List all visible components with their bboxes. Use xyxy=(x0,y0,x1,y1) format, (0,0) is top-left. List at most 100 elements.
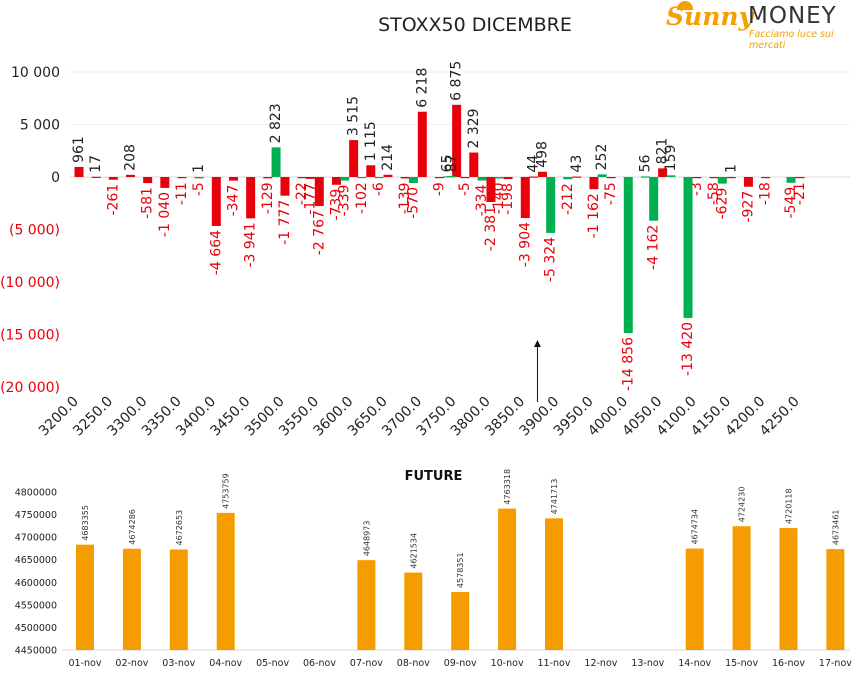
y-tick-label: 4700000 xyxy=(15,533,57,544)
data-label: -198 xyxy=(500,183,516,215)
data-label: 4720118 xyxy=(785,488,794,524)
future-bar xyxy=(779,528,798,650)
x-tick-label: 04-nov xyxy=(209,658,242,669)
red-bar xyxy=(211,177,221,226)
y-tick-label: 4600000 xyxy=(15,578,57,589)
red-bar xyxy=(383,174,393,177)
y-tick-label: 4800000 xyxy=(15,488,57,499)
data-label: -6 xyxy=(371,182,387,196)
red-bar xyxy=(400,177,410,179)
red-bar xyxy=(417,111,427,177)
green-bar xyxy=(477,177,487,181)
green-bar xyxy=(666,175,676,177)
data-label: -581 xyxy=(140,187,156,219)
red-bar xyxy=(572,176,582,178)
green-bar xyxy=(357,177,367,179)
data-label: -570 xyxy=(405,187,421,219)
data-label: 6 875 xyxy=(449,61,465,101)
x-tick-label: 13-nov xyxy=(631,658,664,669)
x-tick-label: 05-nov xyxy=(256,658,289,669)
red-bar xyxy=(246,177,256,219)
data-label: -1 040 xyxy=(157,192,173,237)
x-tick-label: 17-nov xyxy=(819,658,852,669)
future-bar xyxy=(76,544,94,650)
red-bar xyxy=(743,177,753,187)
logo-tagline: Facciamo luce sui mercati xyxy=(749,29,834,51)
data-label: 252 xyxy=(594,144,610,171)
data-label: -18 xyxy=(758,182,774,205)
data-label: 159 xyxy=(663,145,679,172)
y-tick-label: 10 000 xyxy=(11,65,60,81)
data-label: -739 xyxy=(328,189,344,221)
x-tick-label: 07-nov xyxy=(350,658,383,669)
green-bar xyxy=(786,177,796,183)
data-label: -129 xyxy=(260,182,276,214)
green-bar xyxy=(340,177,350,181)
green-bar xyxy=(563,177,573,180)
logo-word-money: MONEY xyxy=(748,3,837,29)
red-bar xyxy=(503,177,513,180)
red-bar xyxy=(452,104,462,177)
red-bar xyxy=(177,177,187,179)
data-label: 4621534 xyxy=(409,533,418,569)
x-tick-label: 16-nov xyxy=(772,658,805,669)
data-label: -14 856 xyxy=(620,337,636,391)
data-label: 1 xyxy=(191,164,207,173)
red-bar xyxy=(297,177,307,179)
green-bar xyxy=(717,177,727,184)
future-bar xyxy=(826,549,845,650)
y-tick-label: (20 000) xyxy=(0,380,60,396)
red-bar xyxy=(160,177,170,188)
red-bar xyxy=(469,152,479,177)
data-label: 4763318 xyxy=(503,469,512,505)
red-bar xyxy=(143,177,153,184)
red-bar xyxy=(486,177,496,203)
red-bar xyxy=(125,174,135,177)
x-tick-label: 15-nov xyxy=(725,658,758,669)
data-label: -261 xyxy=(105,184,121,216)
data-label: -102 xyxy=(354,182,370,214)
red-bar xyxy=(606,177,616,179)
data-label: -629 xyxy=(714,188,730,220)
y-tick-label: 4650000 xyxy=(15,555,57,566)
sun-icon xyxy=(676,1,694,10)
data-label: -3 xyxy=(689,182,705,196)
data-label: 65 xyxy=(440,154,456,172)
data-label: 4672653 xyxy=(175,510,184,546)
future-bar xyxy=(685,548,704,650)
data-label: -140 xyxy=(491,182,507,214)
data-label: 17 xyxy=(88,155,104,173)
data-label: -334 xyxy=(474,184,490,216)
data-label: -5 324 xyxy=(543,237,559,282)
red-bar xyxy=(228,177,238,181)
data-label: -4 162 xyxy=(646,225,662,270)
red-bar xyxy=(314,177,324,207)
red-bar xyxy=(74,166,84,177)
future-bar xyxy=(357,560,376,650)
data-label: -347 xyxy=(225,185,241,217)
red-bar xyxy=(709,177,719,179)
data-label: 4683355 xyxy=(81,505,90,541)
data-label: 821 xyxy=(655,138,671,165)
red-bar xyxy=(280,177,290,196)
data-label: 208 xyxy=(122,144,138,171)
data-label: -9 xyxy=(431,182,447,196)
y-tick-label: 4500000 xyxy=(15,623,57,634)
green-bar xyxy=(683,177,693,318)
x-tick-label: 11-nov xyxy=(538,658,571,669)
data-label: 1 115 xyxy=(363,121,379,161)
data-label: 4741713 xyxy=(550,479,559,515)
data-label: 4753759 xyxy=(222,473,231,509)
future-bar xyxy=(169,549,188,650)
logo-word-sunny: Sunny xyxy=(666,2,754,31)
stoxx50-bar-chart: 10 000 5 000 0 (5 000) (10 000) (15 000) (20 0… xyxy=(0,61,850,439)
green-bar xyxy=(408,177,418,183)
data-label: 87 xyxy=(444,154,460,172)
y-tick-label: 4750000 xyxy=(15,510,57,521)
y-tick-label: 4450000 xyxy=(15,646,57,657)
red-bar xyxy=(91,176,101,179)
red-bar xyxy=(537,171,547,177)
y-tick-label: (5 000) xyxy=(9,223,60,239)
data-label: -75 xyxy=(603,182,619,205)
